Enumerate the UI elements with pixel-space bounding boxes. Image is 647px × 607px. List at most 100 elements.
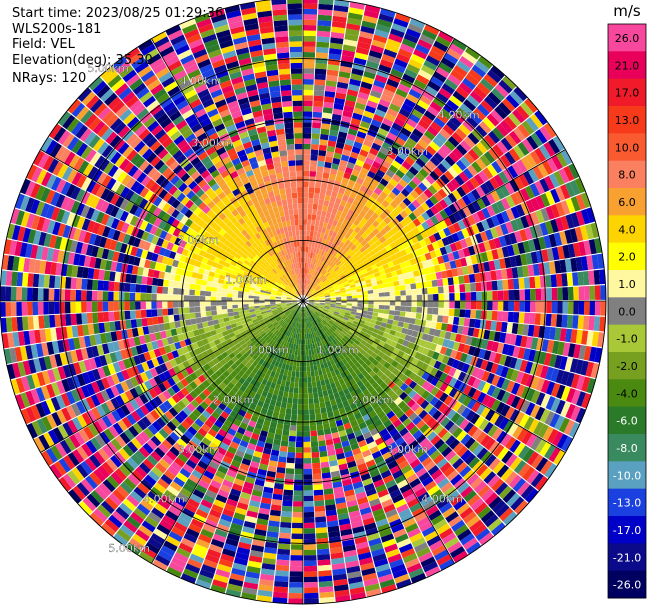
velocity-gate xyxy=(366,282,373,288)
velocity-gate xyxy=(349,174,358,182)
velocity-gate xyxy=(316,46,329,54)
velocity-gate xyxy=(456,144,468,156)
velocity-gate xyxy=(419,34,435,45)
velocity-gate xyxy=(568,422,580,438)
velocity-gate xyxy=(377,312,384,318)
velocity-gate xyxy=(387,277,394,283)
velocity-gate xyxy=(505,436,517,450)
velocity-gate xyxy=(307,214,312,220)
velocity-gate xyxy=(376,279,383,285)
velocity-gate xyxy=(394,155,405,165)
velocity-gate xyxy=(468,148,480,161)
velocity-gate xyxy=(367,311,373,316)
velocity-gate xyxy=(286,375,292,382)
velocity-gate xyxy=(404,184,414,194)
velocity-gate xyxy=(459,309,466,318)
velocity-gate xyxy=(320,183,328,190)
velocity-gate xyxy=(373,174,383,183)
velocity-gate xyxy=(327,267,333,273)
velocity-gate xyxy=(344,246,351,253)
velocity-gate xyxy=(361,268,368,275)
velocity-gate xyxy=(385,256,393,264)
velocity-gate xyxy=(484,437,496,451)
velocity-gate xyxy=(295,371,300,378)
velocity-gate xyxy=(357,303,363,308)
velocity-gate xyxy=(306,224,311,231)
velocity-gate xyxy=(378,164,389,174)
velocity-gate xyxy=(379,178,389,187)
velocity-gate xyxy=(577,271,584,286)
velocity-gate xyxy=(421,390,431,400)
velocity-gate xyxy=(385,323,393,330)
velocity-gate xyxy=(303,533,316,540)
velocity-gate xyxy=(333,152,342,160)
velocity-gate xyxy=(324,295,331,298)
velocity-gate xyxy=(288,387,294,393)
velocity-gate xyxy=(501,450,514,464)
velocity-gate xyxy=(313,305,319,308)
velocity-gate xyxy=(381,318,389,324)
velocity-gate xyxy=(113,301,120,311)
velocity-gate xyxy=(454,258,462,268)
velocity-gate xyxy=(384,83,397,93)
velocity-gate xyxy=(398,279,405,286)
velocity-gate xyxy=(303,393,309,399)
velocity-gate xyxy=(314,73,326,81)
velocity-gate xyxy=(550,219,559,233)
velocity-gate xyxy=(420,64,435,76)
velocity-gate xyxy=(471,212,481,224)
velocity-gate xyxy=(427,185,438,195)
velocity-gate xyxy=(307,285,310,291)
velocity-gate xyxy=(283,424,290,431)
velocity-gate xyxy=(343,39,358,47)
velocity-gate xyxy=(362,294,369,298)
velocity-gate xyxy=(452,401,462,412)
velocity-gate xyxy=(314,182,322,189)
velocity-gate xyxy=(410,53,425,65)
velocity-gate xyxy=(386,237,394,245)
velocity-gate xyxy=(496,389,506,402)
velocity-gate xyxy=(410,189,420,199)
velocity-gate xyxy=(348,281,355,286)
velocity-gate xyxy=(441,83,455,95)
velocity-gate xyxy=(497,447,509,461)
velocity-gate xyxy=(390,28,405,38)
velocity-gate xyxy=(394,305,401,311)
velocity-gate xyxy=(388,372,396,381)
velocity-gate xyxy=(511,323,519,335)
velocity-gate xyxy=(422,347,430,356)
velocity-gate xyxy=(414,276,421,283)
velocity-gate xyxy=(329,319,336,324)
velocity-gate xyxy=(276,395,283,402)
velocity-gate xyxy=(313,293,319,297)
velocity-gate xyxy=(385,43,399,54)
velocity-gate xyxy=(355,285,362,290)
velocity-gate xyxy=(534,224,544,238)
velocity-gate xyxy=(448,377,458,388)
velocity-gate xyxy=(358,172,367,180)
velocity-gate xyxy=(383,252,390,259)
velocity-gate xyxy=(303,0,318,4)
velocity-gate xyxy=(405,118,418,128)
velocity-gate xyxy=(309,409,315,415)
velocity-gate xyxy=(504,471,518,485)
velocity-gate xyxy=(475,357,484,369)
velocity-gate xyxy=(340,154,350,162)
velocity-gate xyxy=(566,388,576,403)
velocity-gate xyxy=(296,431,303,437)
velocity-gate xyxy=(325,281,331,286)
velocity-gate xyxy=(391,384,400,393)
velocity-gate xyxy=(398,201,408,210)
velocity-gate xyxy=(387,212,396,221)
velocity-gate xyxy=(312,462,321,469)
velocity-gate xyxy=(520,101,534,117)
velocity-gate xyxy=(378,64,392,74)
velocity-gate xyxy=(479,467,493,481)
velocity-gate xyxy=(151,293,157,301)
velocity-gate xyxy=(344,239,351,246)
velocity-gate xyxy=(446,181,456,193)
velocity-gate xyxy=(306,230,311,236)
velocity-gate xyxy=(417,377,426,387)
velocity-gate xyxy=(528,168,539,183)
velocity-gate xyxy=(570,329,578,344)
